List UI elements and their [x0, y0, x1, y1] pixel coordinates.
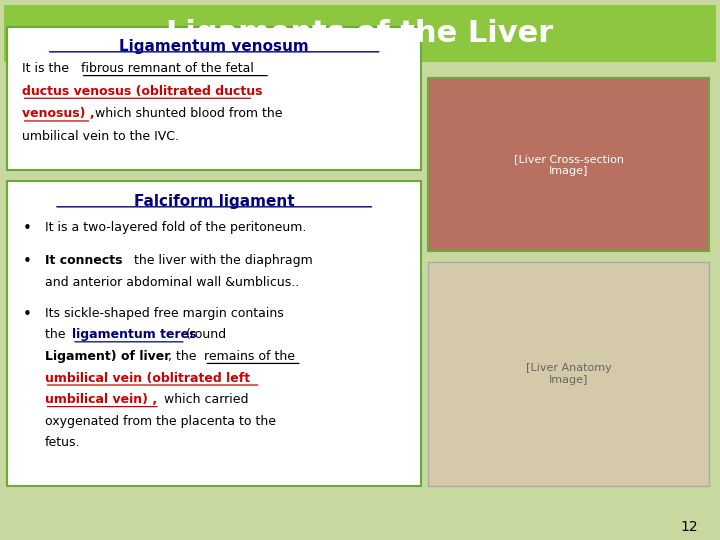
- Text: Ligament) of liver: Ligament) of liver: [45, 350, 170, 363]
- Text: [Liver Anatomy
Image]: [Liver Anatomy Image]: [526, 363, 612, 384]
- Text: remains of the: remains of the: [204, 350, 295, 363]
- Text: venosus) ,: venosus) ,: [22, 107, 94, 120]
- Text: It is a two-layered fold of the peritoneum.: It is a two-layered fold of the peritone…: [45, 221, 306, 234]
- FancyBboxPatch shape: [7, 27, 421, 170]
- Text: •: •: [23, 254, 32, 269]
- Text: the liver with the diaphragm: the liver with the diaphragm: [130, 254, 312, 267]
- Text: Ligaments of the Liver: Ligaments of the Liver: [166, 19, 554, 48]
- Text: umbilical vein to the IVC.: umbilical vein to the IVC.: [22, 130, 179, 143]
- FancyBboxPatch shape: [428, 78, 709, 251]
- Text: , the: , the: [168, 350, 201, 363]
- FancyBboxPatch shape: [4, 5, 716, 62]
- Text: (round: (round: [186, 328, 227, 341]
- Text: [Liver Cross-section
Image]: [Liver Cross-section Image]: [514, 154, 624, 176]
- Text: umbilical vein) ,: umbilical vein) ,: [45, 393, 157, 406]
- Text: which shunted blood from the: which shunted blood from the: [91, 107, 283, 120]
- Text: ligamentum teres: ligamentum teres: [72, 328, 201, 341]
- Text: It is the: It is the: [22, 62, 73, 75]
- Text: the: the: [45, 328, 69, 341]
- FancyBboxPatch shape: [7, 181, 421, 486]
- Text: 12: 12: [681, 519, 698, 534]
- Text: oxygenated from the placenta to the: oxygenated from the placenta to the: [45, 415, 276, 428]
- Text: •: •: [23, 307, 32, 322]
- Text: Falciform ligament: Falciform ligament: [134, 194, 294, 210]
- Text: It connects: It connects: [45, 254, 122, 267]
- Text: •: •: [23, 221, 32, 237]
- Text: Ligamentum venosum: Ligamentum venosum: [120, 39, 309, 54]
- Text: ductus venosus (oblitrated ductus: ductus venosus (oblitrated ductus: [22, 85, 262, 98]
- Text: which carried: which carried: [160, 393, 248, 406]
- Text: fibrous remnant of the fetal: fibrous remnant of the fetal: [81, 62, 253, 75]
- Text: and anterior abdominal wall &umblicus..: and anterior abdominal wall &umblicus..: [45, 276, 299, 289]
- FancyBboxPatch shape: [428, 262, 709, 486]
- Text: fetus.: fetus.: [45, 436, 80, 449]
- Text: Its sickle-shaped free margin contains: Its sickle-shaped free margin contains: [45, 307, 284, 320]
- Text: umbilical vein (oblitrated left: umbilical vein (oblitrated left: [45, 372, 250, 384]
